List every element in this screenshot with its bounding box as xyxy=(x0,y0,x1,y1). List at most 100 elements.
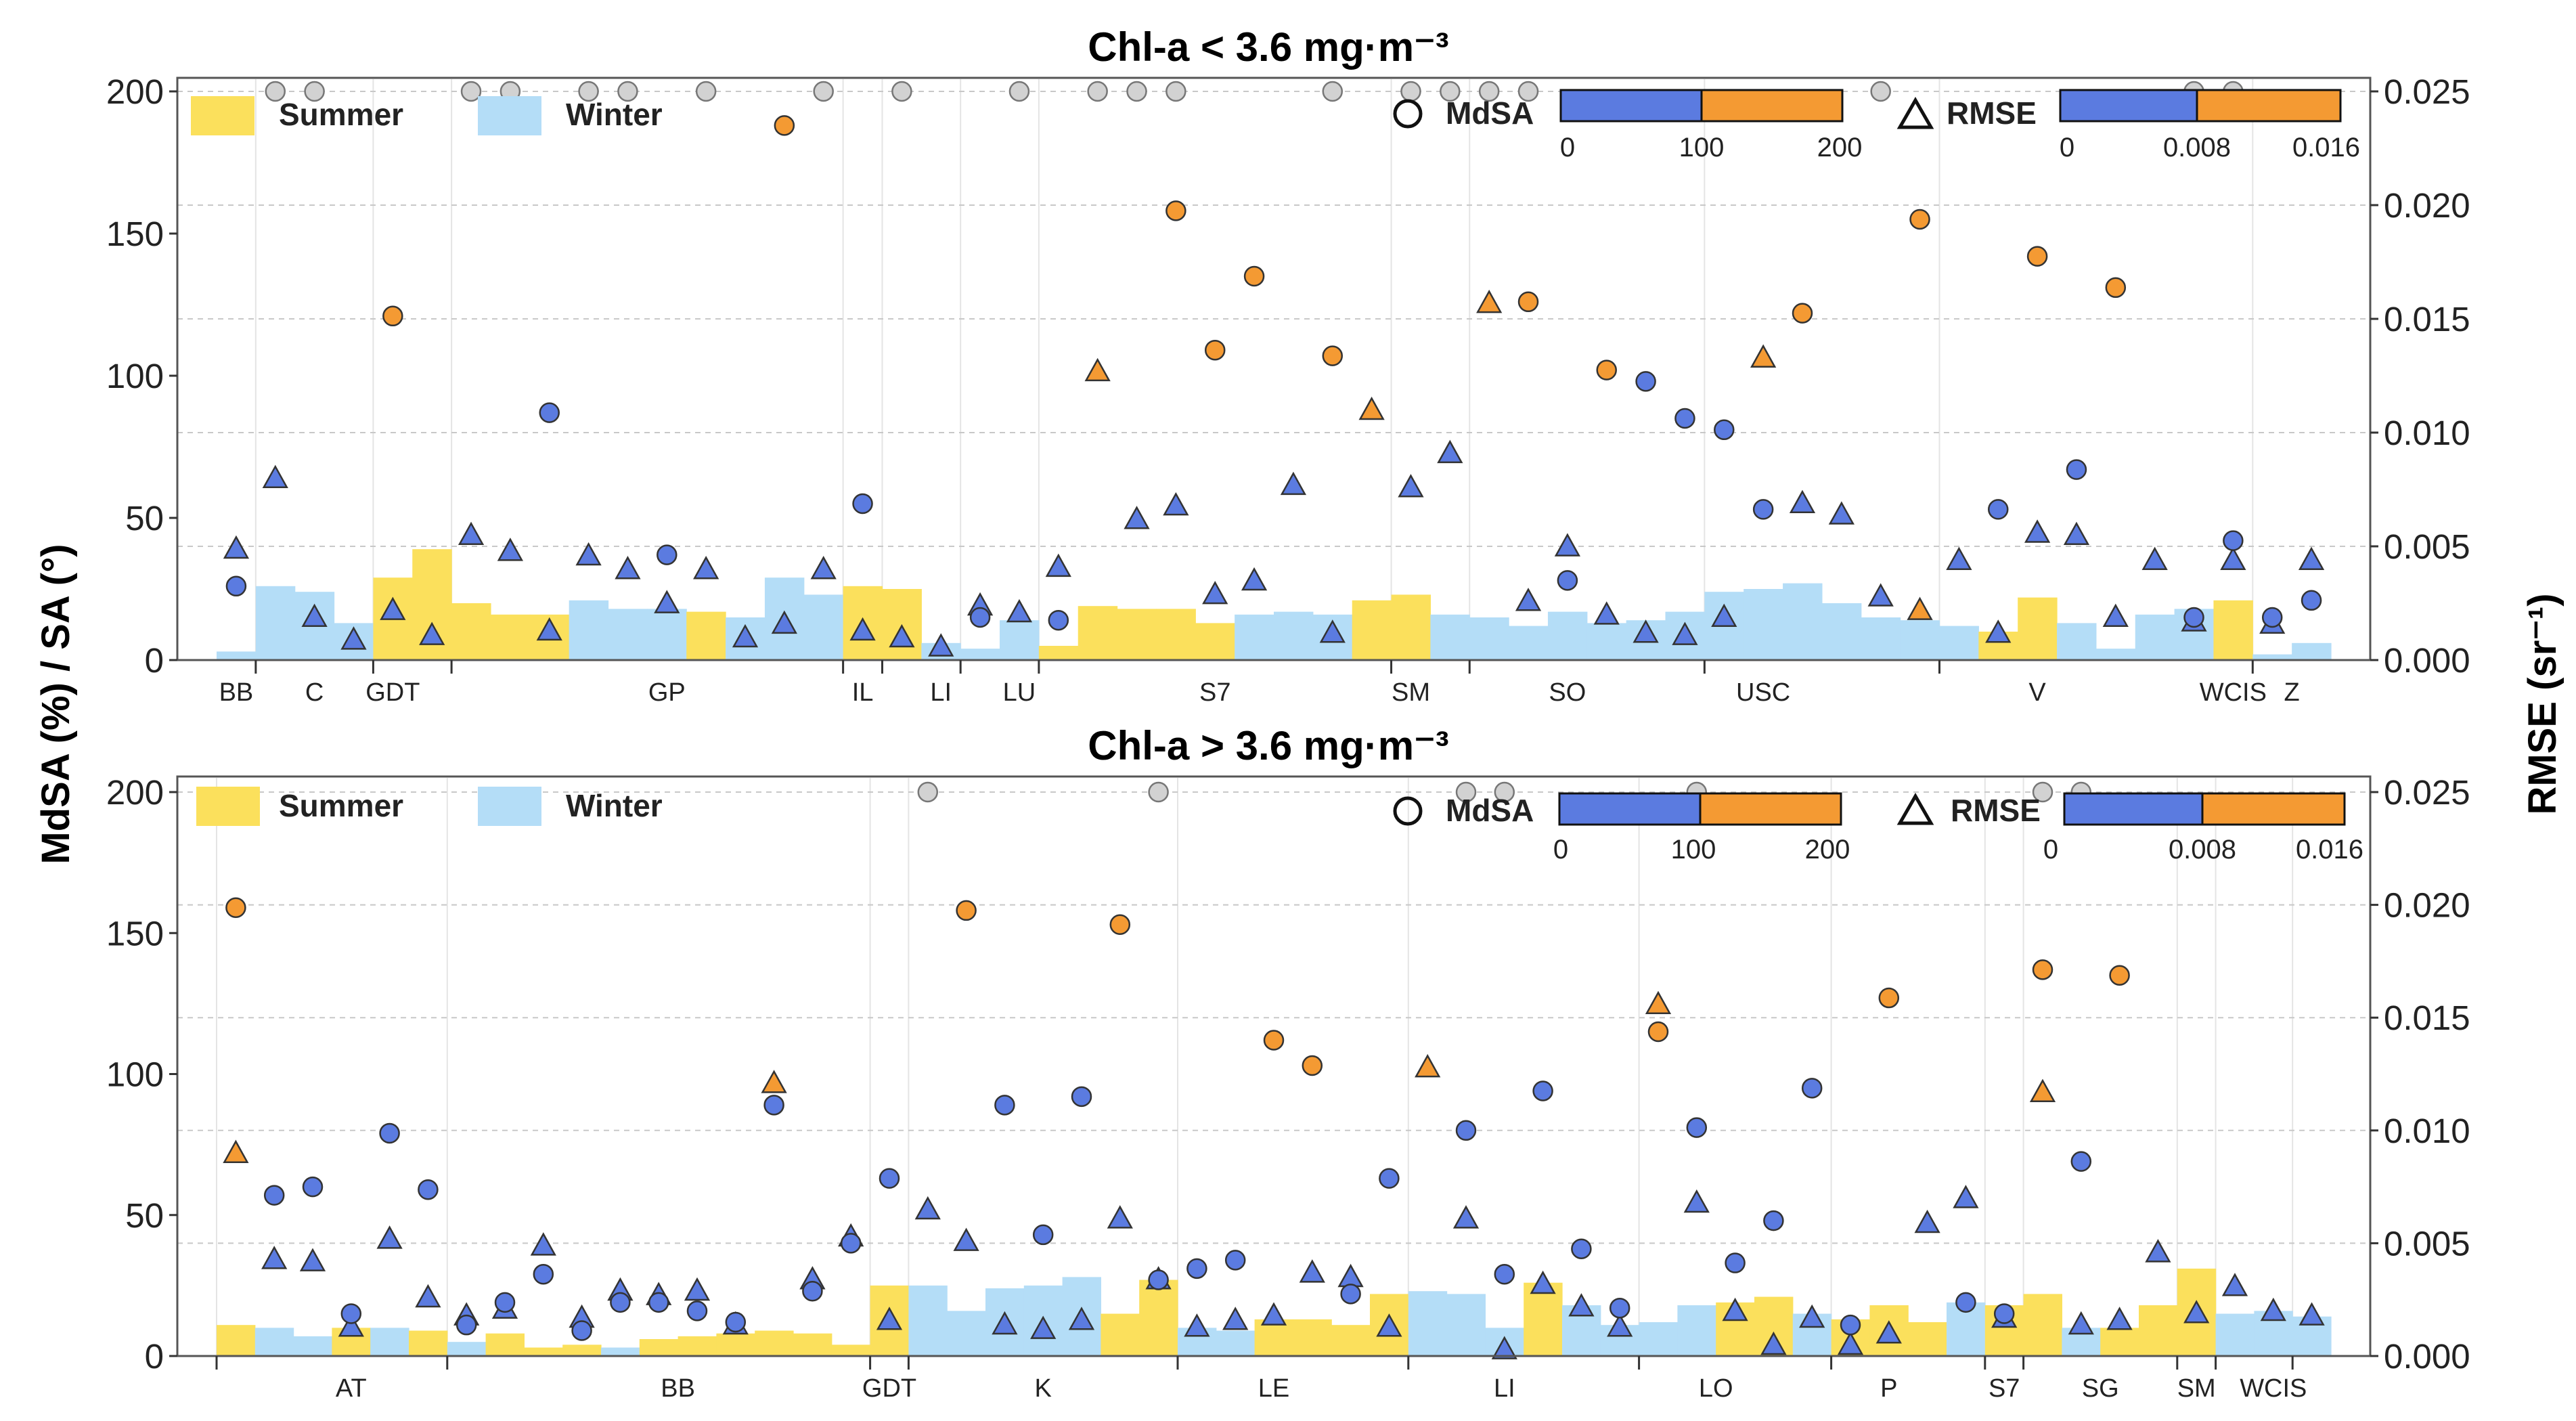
sa-bar xyxy=(1469,617,1509,660)
rmse-point xyxy=(262,464,288,489)
rmse-point xyxy=(1084,357,1111,382)
mdsa-point xyxy=(1909,209,1930,230)
rmse-point xyxy=(338,1313,364,1337)
mdsa-point xyxy=(1801,1078,1823,1099)
x-category-label: LO xyxy=(1699,1374,1733,1403)
mdsa-capped-point xyxy=(1322,81,1343,102)
sa-bar xyxy=(647,609,687,660)
y-tick-label-right: 0.020 xyxy=(2384,886,2470,925)
mdsa-point xyxy=(1878,987,1900,1009)
rmse-point xyxy=(497,538,524,561)
mdsa-capped-point xyxy=(813,81,834,102)
rmse-point xyxy=(1299,1259,1325,1283)
mdsa-capped-point xyxy=(1165,81,1186,102)
x-category-label: SM xyxy=(2177,1374,2216,1403)
sa-bar xyxy=(1430,614,1470,660)
rmse-point xyxy=(1907,596,1933,620)
mdsa-point xyxy=(1993,1303,2015,1324)
mdsa-point xyxy=(1686,1117,1708,1138)
rmse-point xyxy=(928,633,954,657)
rmse-point xyxy=(1241,567,1268,591)
mdsa-cb-tick-1: 100 xyxy=(1671,835,1716,865)
y-tick-label-right: 0.005 xyxy=(2384,1224,2470,1263)
panel-high-chl: Chl-a > 3.6 mg·m⁻³ 0 50 100 150 200 0.000 0.0… xyxy=(106,723,2470,1403)
mdsa-point xyxy=(1186,1258,1207,1280)
sa-bar xyxy=(2135,614,2175,660)
sa-bar xyxy=(1216,1330,1256,1356)
y-tick-label-left: 50 xyxy=(125,499,164,538)
mdsa-point xyxy=(1596,359,1617,380)
x-category-label: S7 xyxy=(1199,678,1230,707)
x-category-label: AT xyxy=(336,1374,367,1403)
mdsa-point xyxy=(225,575,247,597)
mdsa-point xyxy=(969,607,991,628)
rmse-point xyxy=(1319,619,1346,643)
mdsa-capped-point xyxy=(1870,81,1891,102)
rmse-triangle-icon xyxy=(1896,96,1934,129)
mdsa-circle-icon xyxy=(1393,796,1423,826)
sa-bar xyxy=(1254,1319,1293,1356)
mdsa-capped-point xyxy=(1440,81,1461,102)
rmse-point xyxy=(2024,519,2051,543)
mdsa-point xyxy=(1302,1055,1323,1076)
rmse-point xyxy=(1593,601,1620,625)
rmse-point xyxy=(1683,1189,1710,1213)
rmse-point xyxy=(261,1246,288,1269)
mdsa-cb-tick-0: 0 xyxy=(1560,133,1575,162)
rmse-point xyxy=(1828,501,1855,525)
panel-low-chl: Chl-a < 3.6 mg·m⁻³ 0 50 100 150 200 0.000 0.0… xyxy=(106,24,2470,707)
mdsa-point xyxy=(1243,265,1265,287)
panel-title: Chl-a < 3.6 mg·m⁻³ xyxy=(1088,24,1448,70)
legend-summer-swatch xyxy=(191,96,254,135)
sa-bar xyxy=(755,1330,794,1356)
rmse-point xyxy=(992,1311,1018,1335)
mdsa-cb-tick-2: 200 xyxy=(1817,133,1863,162)
mdsa-point xyxy=(1032,1224,1054,1246)
mdsa-point xyxy=(1557,570,1578,591)
rmse-point xyxy=(693,556,719,580)
sa-bar xyxy=(485,1333,525,1356)
rmse-cb-tick-2: 0.016 xyxy=(2296,835,2363,865)
x-category-label: SO xyxy=(1549,678,1586,707)
rmse-point xyxy=(1750,344,1777,368)
sa-bar xyxy=(1293,1319,1332,1356)
rmse-point xyxy=(1568,1293,1595,1317)
mdsa-point xyxy=(840,1233,862,1254)
rmse-cb-tick-1: 0.008 xyxy=(2163,133,2231,162)
sa-bar xyxy=(1524,1282,1563,1356)
mdsa-point xyxy=(1674,408,1695,429)
rmse-point xyxy=(1946,546,1972,571)
y-tick-label-left: 100 xyxy=(106,1055,164,1094)
sa-bar xyxy=(1861,617,1901,660)
sa-bar xyxy=(2213,600,2253,660)
x-category-label: P xyxy=(1880,1374,1897,1403)
sa-bar xyxy=(2057,623,2097,660)
rmse-point xyxy=(615,556,641,580)
legend: Summer Winter MdSA 0 100 200 RMSE 0 0.00… xyxy=(191,89,2360,162)
x-category-label: S7 xyxy=(1989,1374,2020,1403)
sa-bar xyxy=(960,649,1000,660)
y-tick-label-left: 150 xyxy=(106,215,164,253)
rmse-point xyxy=(654,590,680,613)
rmse-colorbar-high xyxy=(2196,89,2342,123)
mdsa-point xyxy=(2066,459,2087,480)
rmse-point xyxy=(1068,1307,1095,1330)
rmse-point xyxy=(2221,1273,2248,1296)
mdsa-point xyxy=(1635,371,1656,392)
mdsa-capped-point xyxy=(1517,81,1539,102)
rmse-point xyxy=(876,1307,903,1330)
mdsa-point xyxy=(2070,1151,2092,1172)
legend-winter-label: Winter xyxy=(566,788,663,823)
sa-bar xyxy=(1117,609,1157,660)
sa-bar xyxy=(1235,614,1274,660)
rmse-point xyxy=(1452,1205,1480,1229)
sa-bar xyxy=(1509,626,1549,660)
rmse-point xyxy=(223,1139,249,1163)
x-category-label: IL xyxy=(852,678,874,707)
rmse-point xyxy=(1437,439,1463,464)
mdsa-point xyxy=(1571,1238,1592,1259)
sa-bar xyxy=(1274,611,1314,660)
mdsa-capped-point xyxy=(891,81,912,102)
mdsa-circle-icon xyxy=(1393,99,1423,129)
legend-winter-label: Winter xyxy=(566,97,663,132)
